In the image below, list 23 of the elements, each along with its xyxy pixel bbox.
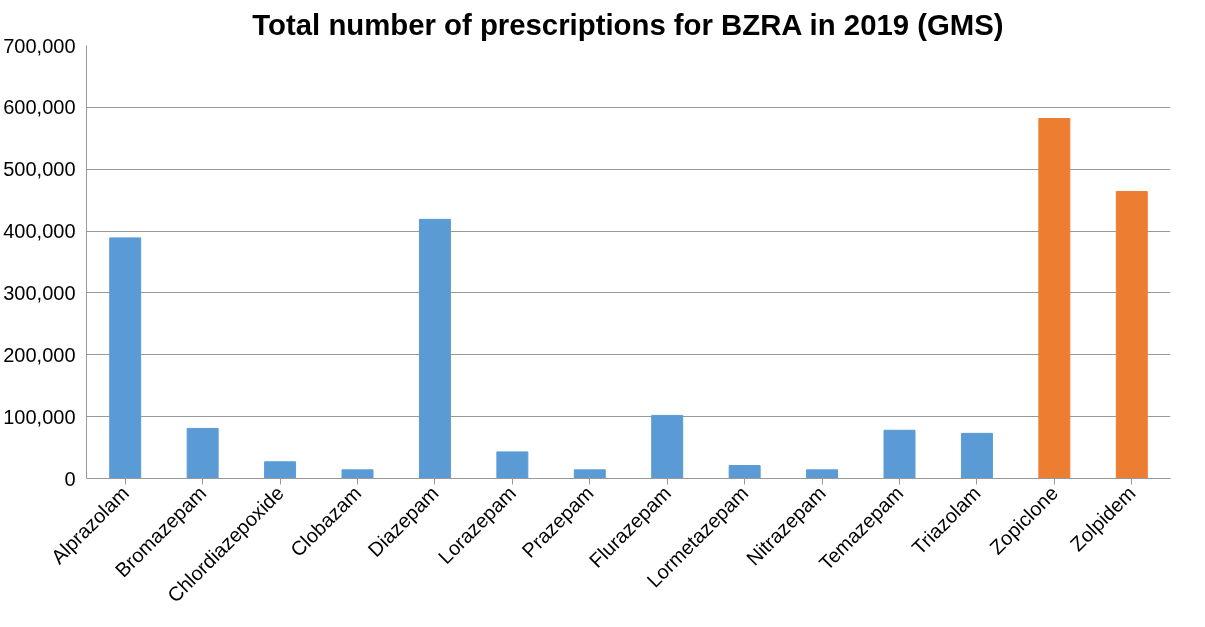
y-tick-label: 200,000 <box>3 343 76 366</box>
bar <box>418 218 451 479</box>
bar <box>806 469 839 479</box>
y-tick-label: 300,000 <box>3 281 76 304</box>
y-tick-label: 600,000 <box>3 96 76 119</box>
bar <box>960 432 993 479</box>
y-tick-label: 700,000 <box>3 34 76 57</box>
bar <box>883 429 916 479</box>
bar <box>341 469 374 479</box>
bar <box>1038 117 1071 479</box>
bar <box>264 461 297 479</box>
bar <box>109 237 142 479</box>
y-tick-label: 400,000 <box>3 220 76 243</box>
bar <box>186 427 219 479</box>
bar <box>651 414 684 479</box>
bar <box>728 465 761 479</box>
y-tick-label: 100,000 <box>3 405 76 428</box>
bar <box>496 451 529 479</box>
y-tick-label: 0 <box>64 467 76 490</box>
chart-title: Total number of prescriptions for BZRA in 2019 (GMS) <box>252 7 1004 41</box>
bar <box>573 469 606 479</box>
y-tick-label: 500,000 <box>3 158 76 181</box>
bar <box>1115 190 1148 479</box>
